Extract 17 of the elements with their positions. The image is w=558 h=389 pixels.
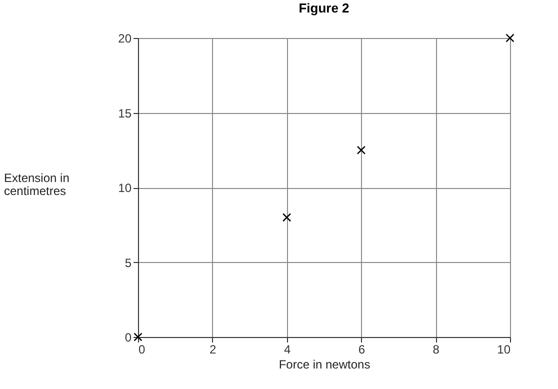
point: [506, 34, 514, 42]
y-tick-label: 5: [124, 256, 132, 270]
x-tick-label: 0: [138, 342, 146, 356]
y-tick-label: 0: [124, 330, 132, 344]
x-axis-title: Force in newtons: [278, 358, 370, 372]
y-tick-label: 10: [118, 181, 132, 195]
chart-title: Figure 2: [298, 0, 350, 16]
x-tick-label: 10: [497, 342, 511, 356]
point: [282, 213, 292, 222]
x-tick-label: 6: [358, 342, 366, 356]
y-tick-label: 20: [118, 32, 132, 46]
x-tick-label: 2: [210, 342, 217, 356]
point: [356, 146, 366, 154]
x-tick-label: 4: [284, 342, 291, 356]
y-axis-title: Extension in centimetres: [4, 171, 70, 198]
x-tick-label: 8: [432, 342, 440, 356]
y-tick-label: 15: [118, 106, 132, 120]
